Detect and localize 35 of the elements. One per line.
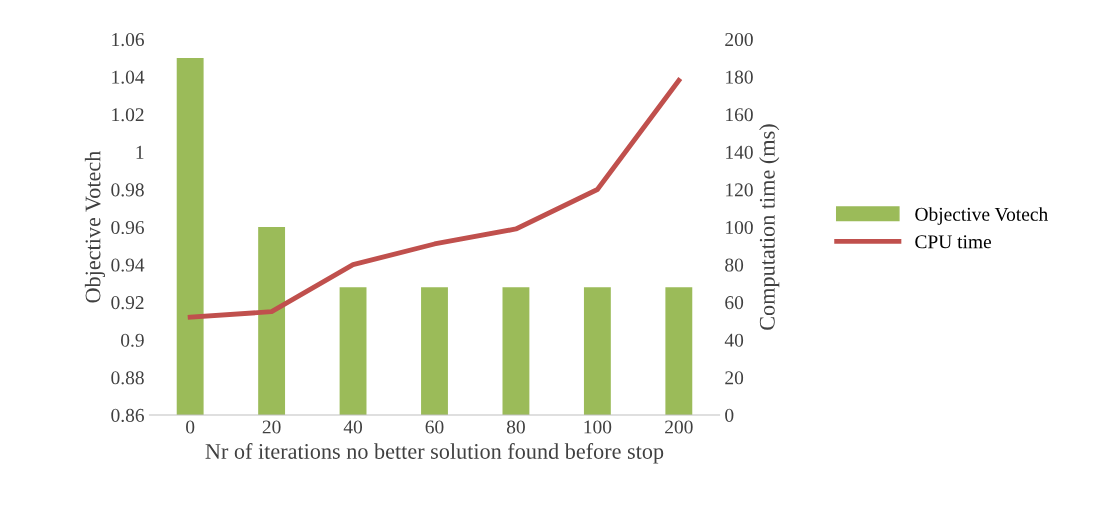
y-tick-label: 0.98 bbox=[111, 183, 144, 197]
y2-tick-label: 40 bbox=[724, 333, 744, 347]
y-tick-label: 0.96 bbox=[111, 220, 144, 235]
y-tick-label: 0.94 bbox=[111, 258, 145, 272]
y-tick-label: 0.86 bbox=[111, 408, 144, 423]
y2-axis-title: Computation time (ms) bbox=[759, 124, 780, 330]
line-series bbox=[187, 78, 682, 320]
legend-label: CPU time bbox=[915, 235, 992, 249]
y-tick-label: 0.92 bbox=[111, 296, 144, 310]
legend-label: Objective Votech bbox=[915, 207, 1048, 225]
y-tick-label: 1.02 bbox=[112, 108, 144, 122]
y-tick-label: 1.04 bbox=[112, 70, 145, 84]
x-tick-label: 100 bbox=[584, 420, 612, 434]
x-tick-label: 200 bbox=[665, 420, 693, 434]
y2-tick-label: 140 bbox=[726, 145, 753, 159]
y2-tick-label: 60 bbox=[725, 296, 744, 310]
y2-tick-label: 120 bbox=[726, 183, 753, 197]
y-axis-title: Objective Votech bbox=[84, 150, 105, 303]
x-tick-label: 80 bbox=[506, 420, 525, 434]
y2-tick-label: 80 bbox=[725, 258, 744, 272]
y2-tick-label: 100 bbox=[726, 220, 753, 235]
y-tick-label: 1 bbox=[136, 145, 144, 159]
x-tick-label: 20 bbox=[262, 420, 281, 434]
x-tick-label: 0 bbox=[186, 420, 195, 434]
x-axis-title: Nr of iterations no better solution found before stop bbox=[205, 443, 664, 464]
y-tick-label: 1.06 bbox=[112, 32, 144, 47]
y2-tick-label: 160 bbox=[726, 108, 753, 122]
x-tick-label: 60 bbox=[425, 420, 444, 434]
y2-tick-label: 180 bbox=[726, 70, 753, 84]
y2-tick-label: 20 bbox=[725, 371, 744, 385]
x-tick-label: 40 bbox=[343, 420, 363, 434]
y-tick-label: 0.9 bbox=[121, 333, 144, 347]
y2-tick-label: 200 bbox=[725, 32, 753, 47]
y-tick-label: 0.88 bbox=[111, 371, 144, 385]
y2-tick-label: 0 bbox=[725, 408, 734, 422]
